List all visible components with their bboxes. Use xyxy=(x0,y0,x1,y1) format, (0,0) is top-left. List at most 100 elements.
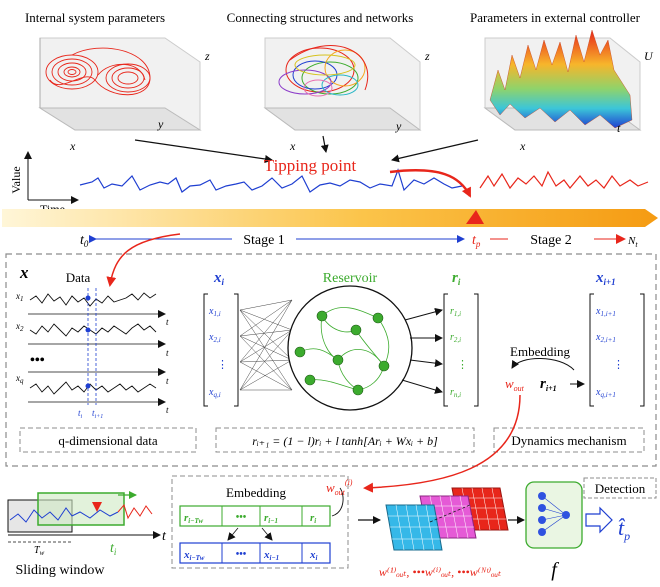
row-label-2: x2 xyxy=(15,321,24,333)
equation: rᵢ₊₁ = (1 − l)rᵢ + l tanh[Arᵢ + Wxᵢ + b] xyxy=(252,434,438,448)
x-vector-label: x xyxy=(19,263,29,282)
row-label-1: x1 xyxy=(15,291,24,303)
classifier-network: f xyxy=(525,481,583,581)
data-label: Data xyxy=(66,270,91,285)
ti-label: ti xyxy=(78,408,83,420)
time-series-plot: Value Time Tipping point xyxy=(9,151,649,216)
internal-parameters-panel: Internal system parameters z y x xyxy=(25,10,210,153)
axis-z: z xyxy=(204,49,210,63)
tp-hat-label: t̂p xyxy=(618,515,630,543)
equation-box xyxy=(215,427,475,453)
tipping-arrow xyxy=(389,169,472,198)
tipping-point-label: Tipping point xyxy=(264,156,357,175)
xi1-vector: xi+1 x1,i+1 x2,i+1 ⋮ xq,i+1 xyxy=(589,270,645,407)
axis-u: U xyxy=(644,49,654,63)
series-row-1 xyxy=(29,292,157,307)
arrow-network-to-tipping xyxy=(320,135,329,153)
f-label: f xyxy=(551,559,559,581)
wout-series: w⁽¹⁾ₒᵤₜ, •••w⁽ⁱ⁾ₒᵤₜ, •••w⁽ᴺᵗ⁾ₒᵤₜ xyxy=(379,565,501,579)
arrow-controller-to-tipping xyxy=(391,139,479,163)
row-t-2: t xyxy=(166,348,169,358)
xi-label: xi xyxy=(213,270,225,287)
xi1-entry-1: x1,i+1 xyxy=(595,306,616,318)
lorenz-attractor xyxy=(45,47,151,96)
stage2-label: Stage 2 xyxy=(530,233,572,248)
xi1-dots: ⋮ xyxy=(613,359,624,371)
axis-x-2: x xyxy=(289,139,296,153)
reservoir-label: Reservoir xyxy=(323,271,378,286)
dynamics-label: Dynamics mechanism xyxy=(511,433,626,448)
wout-label: wout xyxy=(505,376,525,393)
ri-vector: ri r1,i r2,i ⋮ rn,i xyxy=(443,270,479,407)
xi1-label: xi+1 xyxy=(595,270,616,287)
arrow-wout-to-embedding xyxy=(363,394,521,493)
tp-label: tp xyxy=(472,233,481,249)
network-trajectories xyxy=(278,45,369,97)
network-title: Connecting structures and networks xyxy=(227,10,414,25)
x-cell-2: ••• xyxy=(236,549,247,560)
matrix-cyan xyxy=(385,504,443,551)
reservoir-outputs xyxy=(401,307,443,394)
weight-matrix-stack xyxy=(385,487,509,551)
data-block: x Data x1 t x2 t ••• t xq t ti ti+1 xyxy=(15,263,169,420)
ri-entry-2: r2,i xyxy=(450,332,461,344)
embedding-label: Embedding xyxy=(510,344,570,359)
row-label-q: xq xyxy=(15,373,24,385)
input-weights xyxy=(239,299,293,391)
ri-dots: ⋮ xyxy=(457,359,468,371)
xi-dots: ⋮ xyxy=(217,359,228,371)
ti1-label: ti+1 xyxy=(92,408,103,420)
bottom-embedding-label: Embedding xyxy=(226,485,286,500)
detection-box xyxy=(583,477,657,499)
nt-label: Nt xyxy=(627,235,638,249)
axis-y-2: y xyxy=(395,119,402,133)
internal-title: Internal system parameters xyxy=(25,10,165,25)
reservoir-frame xyxy=(5,253,657,467)
ri-entry-n: rn,i xyxy=(450,387,461,399)
qdim-label: q-dimensional data xyxy=(58,433,158,448)
wout-i-label: wout(i) xyxy=(326,478,353,497)
reservoir: Reservoir xyxy=(287,271,413,411)
series-row-q xyxy=(29,381,157,395)
r-row: ri−Tw ••• ri−1 ri xyxy=(179,505,331,527)
r-next-label: ri+1 xyxy=(540,376,557,393)
xi-entry-2: x2,i xyxy=(208,332,221,344)
axis-x-3: x xyxy=(519,139,526,153)
series-row-2 xyxy=(29,323,157,337)
row-t-q: t xyxy=(166,405,169,415)
dynamics-box xyxy=(493,427,645,453)
axis-x: x xyxy=(69,139,76,153)
embedding-matrix-block: Embedding ri−Tw ••• ri−1 ri xi−Tw ••• xi… xyxy=(171,475,349,569)
controller-surface xyxy=(489,29,633,129)
xi-entry-q: xq,i xyxy=(208,387,221,399)
r-cell-4: ri xyxy=(310,512,316,525)
row-t-mid: t xyxy=(166,376,169,386)
row-dots: ••• xyxy=(30,353,45,368)
xi-vector: xi x1,i x2,i ⋮ xq,i xyxy=(203,270,239,407)
xi1-entry-2: x2,i+1 xyxy=(595,332,616,344)
sliding-ti-label: ti xyxy=(110,541,117,557)
x-row: xi−Tw ••• xi−1 xi xyxy=(179,542,331,564)
stage2-series xyxy=(479,170,649,190)
value-label: Value xyxy=(9,166,23,193)
controller-panel: Parameters in external controller U t x xyxy=(470,10,654,153)
timeline-bar xyxy=(2,209,658,227)
detection-arrow xyxy=(585,506,613,534)
x-cell-4: xi xyxy=(309,549,318,562)
x-cell-1: xi−Tw xyxy=(183,549,205,562)
sliding-window-block: t Tw ti Sliding window xyxy=(7,491,167,578)
stage-axis: t0 Stage 1 tp Stage 2 Nt xyxy=(80,233,638,249)
xi1-entry-q: xq,i+1 xyxy=(595,387,616,399)
qdim-box xyxy=(19,427,197,453)
detection-label: Detection xyxy=(595,481,646,496)
tw-label: Tw xyxy=(34,545,45,557)
sliding-window-label: Sliding window xyxy=(15,563,105,578)
ri-label: ri xyxy=(452,270,461,287)
row-t-1: t xyxy=(166,317,169,327)
t0-label: t0 xyxy=(80,233,89,249)
r-cell-3: ri−1 xyxy=(264,512,278,525)
sliding-t-label: t xyxy=(162,529,167,544)
r-cell-2: ••• xyxy=(236,512,247,523)
r-cell-1: ri−Tw xyxy=(184,512,203,525)
